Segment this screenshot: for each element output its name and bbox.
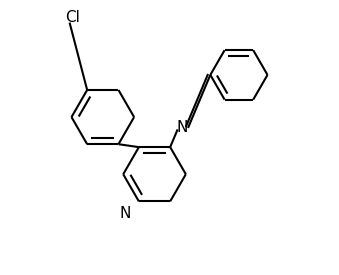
Text: N: N [177, 120, 188, 136]
Text: Cl: Cl [65, 10, 80, 25]
Text: N: N [120, 206, 131, 221]
